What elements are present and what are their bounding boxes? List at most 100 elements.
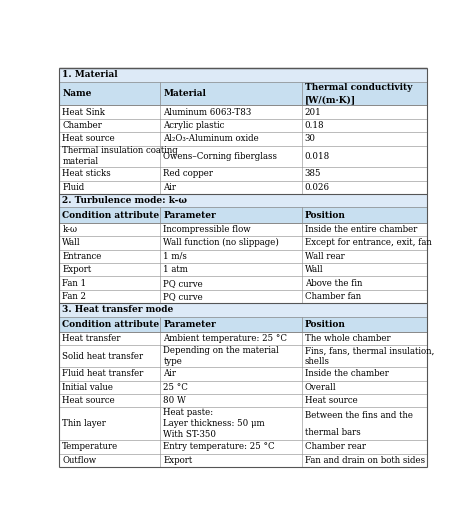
Text: type: type bbox=[164, 357, 182, 366]
Text: 0.018: 0.018 bbox=[305, 152, 330, 161]
Text: Owens–Corning fiberglass: Owens–Corning fiberglass bbox=[164, 152, 277, 161]
Text: Entrance: Entrance bbox=[63, 252, 102, 261]
Bar bbox=[59, 316, 427, 332]
Text: thermal bars: thermal bars bbox=[305, 428, 361, 437]
Bar bbox=[59, 290, 427, 303]
Text: The whole chamber: The whole chamber bbox=[305, 334, 391, 343]
Text: Heat source: Heat source bbox=[63, 396, 115, 405]
Text: Fluid: Fluid bbox=[63, 183, 84, 192]
Text: Fluid heat transfer: Fluid heat transfer bbox=[63, 369, 144, 378]
Bar bbox=[59, 119, 427, 132]
Text: 385: 385 bbox=[305, 170, 321, 179]
Text: shells: shells bbox=[305, 357, 330, 366]
Text: Wall function (no slippage): Wall function (no slippage) bbox=[164, 238, 279, 248]
Text: Al₂O₃-Aluminum oxide: Al₂O₃-Aluminum oxide bbox=[164, 134, 259, 143]
Text: material: material bbox=[63, 157, 99, 166]
Text: Heat source: Heat source bbox=[305, 396, 357, 405]
Bar bbox=[59, 223, 427, 236]
Bar bbox=[59, 346, 427, 367]
Text: Outflow: Outflow bbox=[63, 456, 97, 465]
Text: Between the fins and the: Between the fins and the bbox=[305, 411, 413, 420]
Bar bbox=[59, 207, 427, 223]
Bar bbox=[59, 236, 427, 250]
Text: Temperature: Temperature bbox=[63, 443, 118, 452]
Text: Chamber: Chamber bbox=[63, 121, 102, 130]
Text: Air: Air bbox=[164, 183, 176, 192]
Text: 0.18: 0.18 bbox=[305, 121, 324, 130]
Text: Wall: Wall bbox=[305, 265, 323, 274]
Text: Wall: Wall bbox=[63, 238, 81, 248]
Text: Solid heat transfer: Solid heat transfer bbox=[63, 352, 144, 361]
Text: Incompressible flow: Incompressible flow bbox=[164, 225, 251, 234]
Text: Position: Position bbox=[305, 210, 346, 219]
Text: Layer thickness: 50 μm: Layer thickness: 50 μm bbox=[164, 419, 265, 428]
Text: 30: 30 bbox=[305, 134, 316, 143]
Text: Condition attribute: Condition attribute bbox=[63, 210, 159, 219]
Text: Except for entrance, exit, fan: Except for entrance, exit, fan bbox=[305, 238, 431, 248]
Bar bbox=[59, 146, 427, 167]
Text: PQ curve: PQ curve bbox=[164, 279, 203, 288]
Text: Thin layer: Thin layer bbox=[63, 419, 106, 428]
Text: 3. Heat transfer mode: 3. Heat transfer mode bbox=[63, 305, 173, 314]
Text: Depending on the material: Depending on the material bbox=[164, 347, 279, 356]
Text: 1. Material: 1. Material bbox=[63, 70, 118, 80]
Text: With ST-350: With ST-350 bbox=[164, 430, 216, 439]
Text: Above the fin: Above the fin bbox=[305, 279, 362, 288]
Text: Chamber fan: Chamber fan bbox=[305, 292, 361, 301]
Bar bbox=[59, 68, 427, 82]
Text: Position: Position bbox=[305, 320, 346, 329]
Text: [W/(m·K)]: [W/(m·K)] bbox=[305, 95, 356, 104]
Text: Parameter: Parameter bbox=[164, 320, 216, 329]
Bar bbox=[59, 332, 427, 346]
Text: 201: 201 bbox=[305, 108, 321, 117]
Text: 1 m/s: 1 m/s bbox=[164, 252, 187, 261]
Text: Ambient temperature: 25 °C: Ambient temperature: 25 °C bbox=[164, 334, 287, 343]
Text: Export: Export bbox=[63, 265, 91, 274]
Text: Fan 1: Fan 1 bbox=[63, 279, 86, 288]
Bar bbox=[59, 394, 427, 407]
Text: Entry temperature: 25 °C: Entry temperature: 25 °C bbox=[164, 443, 275, 452]
Text: Air: Air bbox=[164, 369, 176, 378]
Text: Chamber rear: Chamber rear bbox=[305, 443, 366, 452]
Text: PQ curve: PQ curve bbox=[164, 292, 203, 301]
Text: Name: Name bbox=[63, 89, 92, 98]
Text: Heat transfer: Heat transfer bbox=[63, 334, 121, 343]
Text: Heat paste:: Heat paste: bbox=[164, 408, 213, 417]
Text: Parameter: Parameter bbox=[164, 210, 216, 219]
Text: Fins, fans, thermal insulation,: Fins, fans, thermal insulation, bbox=[305, 347, 434, 356]
Text: Fan 2: Fan 2 bbox=[63, 292, 86, 301]
Bar bbox=[59, 105, 427, 119]
Text: Initial value: Initial value bbox=[63, 383, 113, 392]
Text: Heat source: Heat source bbox=[63, 134, 115, 143]
Text: Thermal insulation coating: Thermal insulation coating bbox=[63, 146, 178, 155]
Text: 25 °C: 25 °C bbox=[164, 383, 188, 392]
Text: 80 W: 80 W bbox=[164, 396, 186, 405]
Text: 1 atm: 1 atm bbox=[164, 265, 188, 274]
Text: Red copper: Red copper bbox=[164, 170, 213, 179]
Bar bbox=[59, 407, 427, 440]
Text: Acrylic plastic: Acrylic plastic bbox=[164, 121, 225, 130]
Bar bbox=[59, 132, 427, 146]
Text: Inside the chamber: Inside the chamber bbox=[305, 369, 389, 378]
Text: Material: Material bbox=[164, 89, 206, 98]
Text: Overall: Overall bbox=[305, 383, 337, 392]
Text: Heat Sink: Heat Sink bbox=[63, 108, 105, 117]
Text: Condition attribute: Condition attribute bbox=[63, 320, 159, 329]
Bar bbox=[59, 277, 427, 290]
Bar bbox=[59, 82, 427, 105]
Text: Export: Export bbox=[164, 456, 192, 465]
Bar bbox=[59, 263, 427, 277]
Text: Inside the entire chamber: Inside the entire chamber bbox=[305, 225, 417, 234]
Bar bbox=[59, 381, 427, 394]
Bar bbox=[59, 250, 427, 263]
Text: Thermal conductivity: Thermal conductivity bbox=[305, 83, 412, 92]
Bar bbox=[59, 194, 427, 207]
Bar bbox=[59, 454, 427, 467]
Text: Aluminum 6063-T83: Aluminum 6063-T83 bbox=[164, 108, 252, 117]
Bar bbox=[59, 181, 427, 194]
Text: 0.026: 0.026 bbox=[305, 183, 330, 192]
Bar bbox=[59, 367, 427, 381]
Text: 2. Turbulence mode: k-ω: 2. Turbulence mode: k-ω bbox=[63, 196, 187, 205]
Bar bbox=[59, 303, 427, 316]
Bar bbox=[59, 440, 427, 454]
